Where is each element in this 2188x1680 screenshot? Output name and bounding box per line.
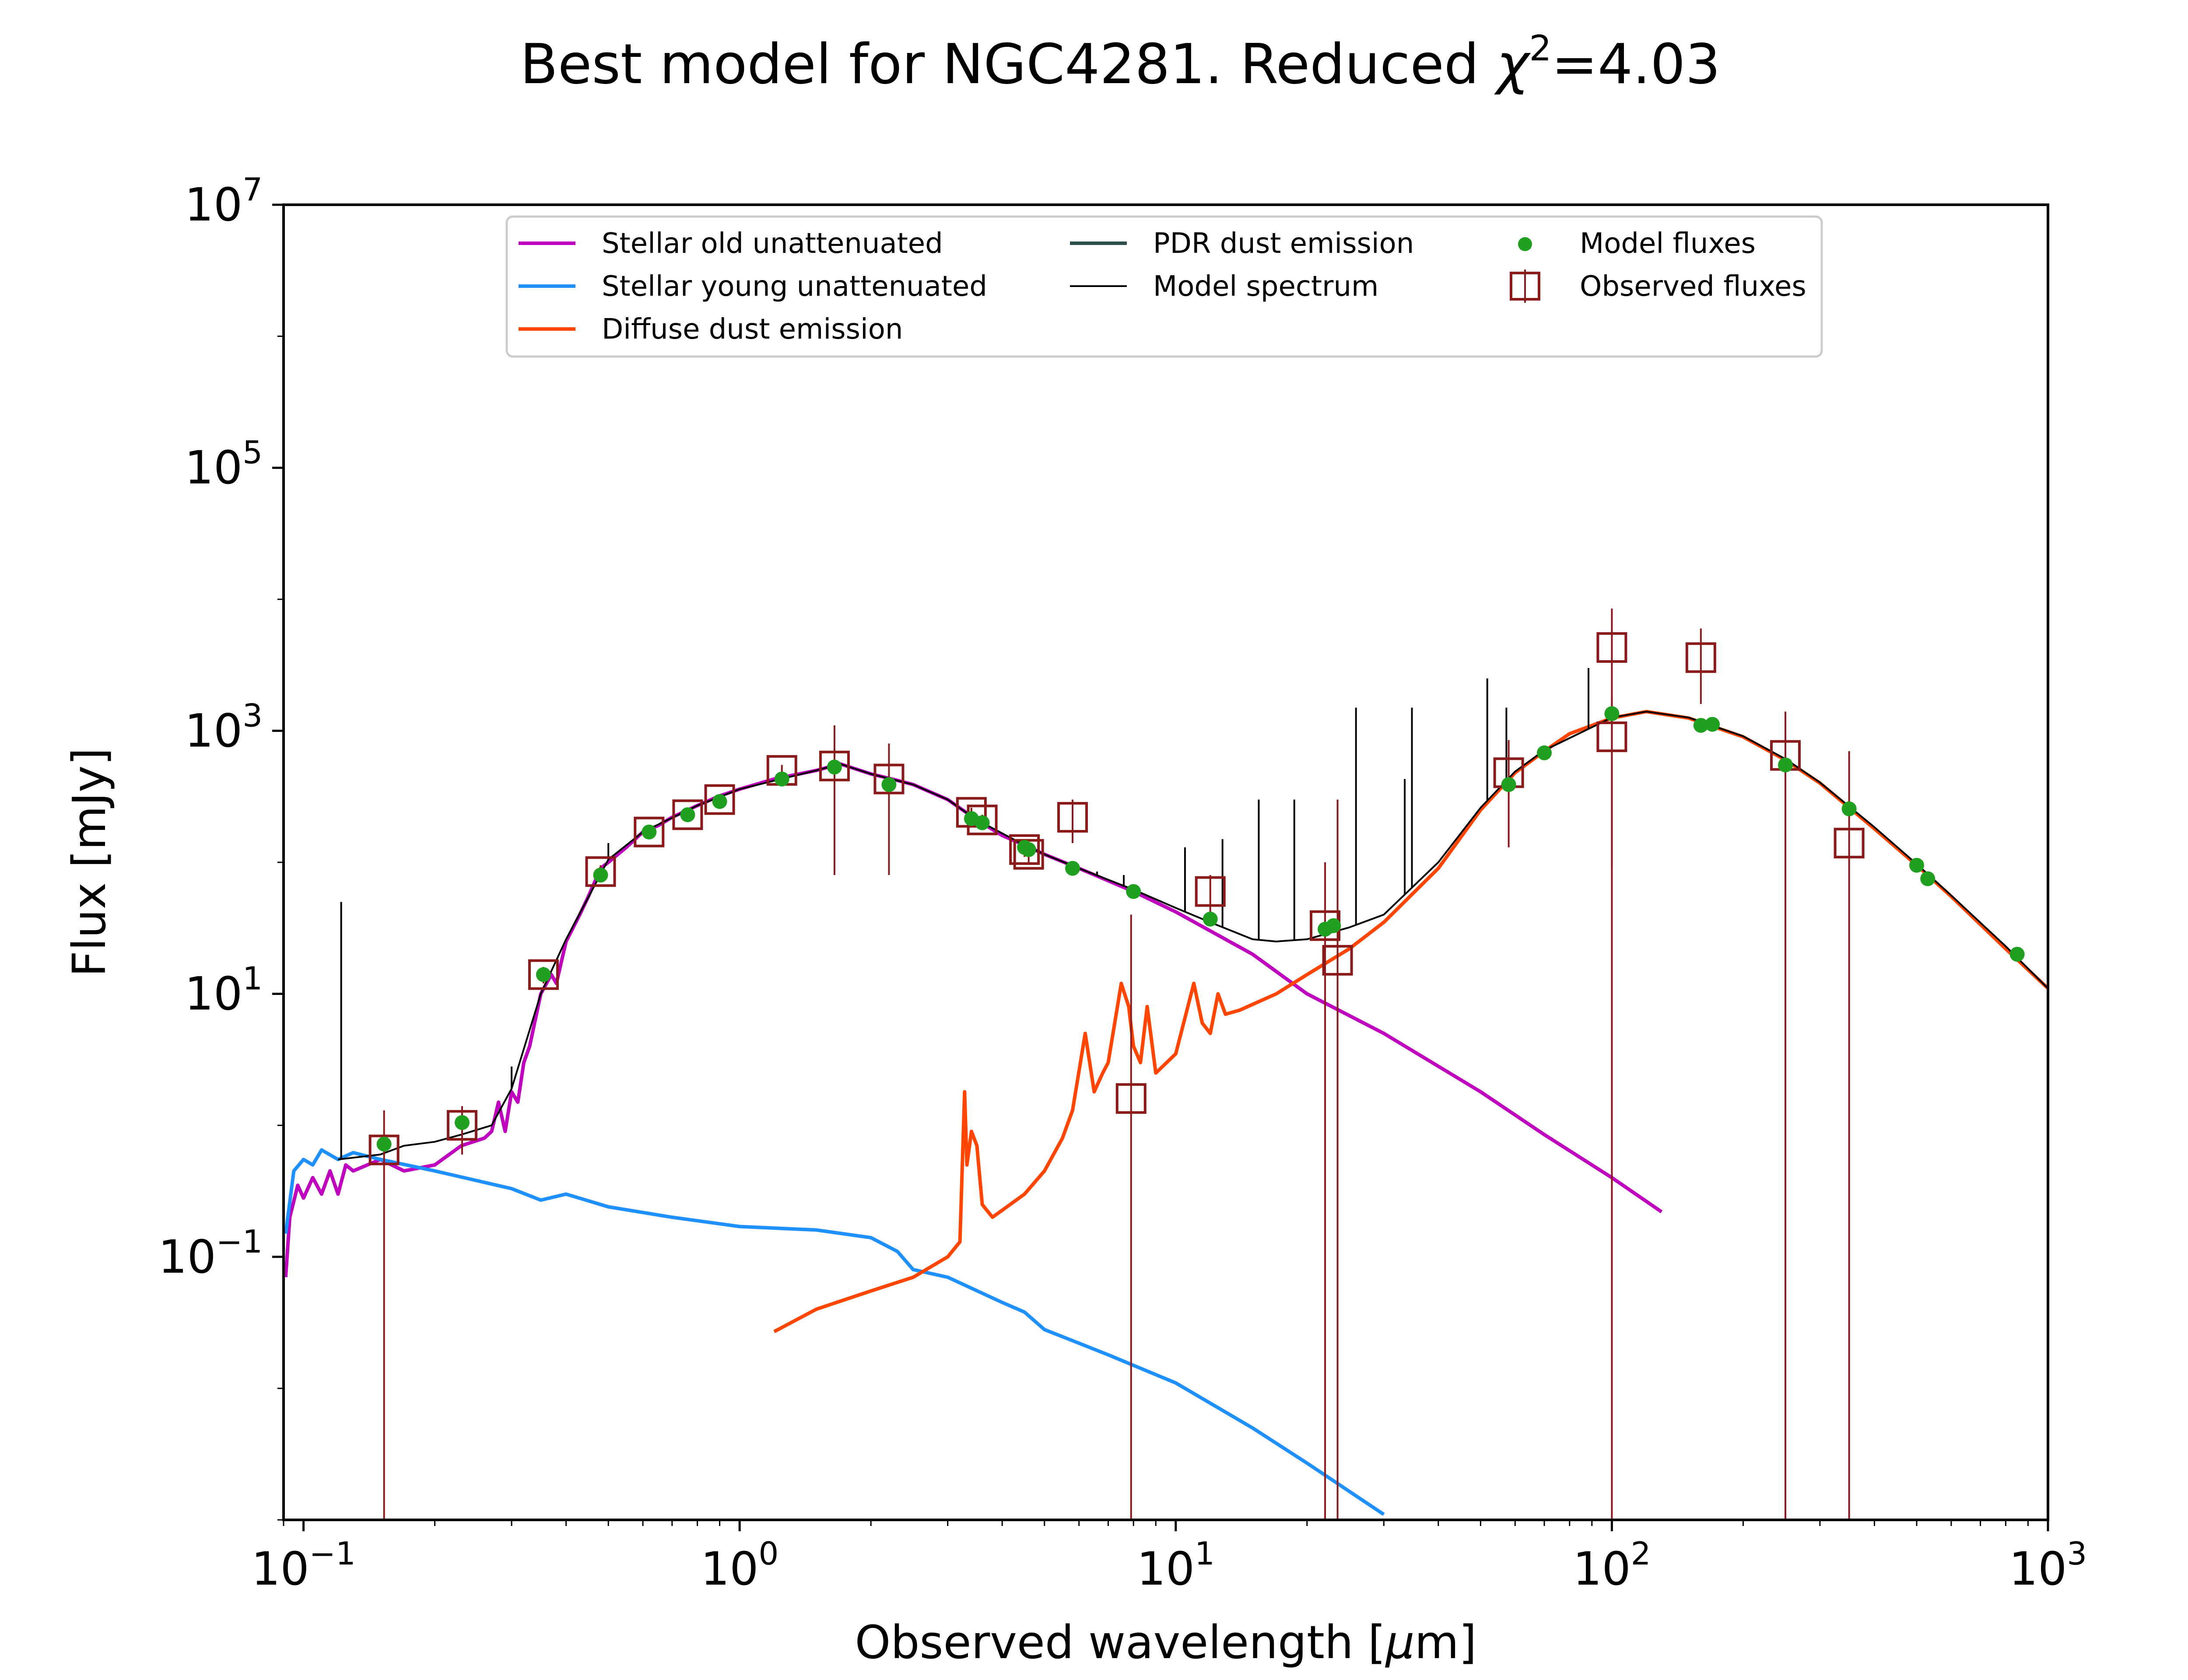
observed-flux-marker (1057, 802, 1088, 833)
model-flux-point (1021, 842, 1036, 857)
legend-item: Model spectrum (1070, 270, 1378, 303)
observed-flux-marker (1685, 642, 1716, 673)
model-flux-point (1909, 858, 1924, 873)
model-flux-point (536, 967, 551, 982)
legend-item: Stellar old unattenuated (519, 228, 943, 260)
model-flux-point (1501, 777, 1516, 792)
observed-flux-marker (1195, 876, 1226, 907)
legend-item: Diffuse dust emission (519, 313, 903, 346)
model-flux-point (975, 815, 990, 830)
model-fluxes (376, 706, 2025, 1152)
model-flux-point (376, 1137, 392, 1152)
legend-item: Model fluxes (1518, 228, 1756, 260)
observed-flux-marker (819, 750, 850, 781)
legend-label: Stellar old unattenuated (602, 228, 943, 260)
x-tick-label: 10−1 (251, 1535, 355, 1596)
observed-flux-marker (528, 959, 559, 990)
observed-flux-marker (634, 816, 665, 847)
chart-title: Best model for NGC4281. Reduced χ2=4.03 (520, 28, 1720, 96)
x-tick-label: 103 (2009, 1535, 2087, 1596)
observed-flux-marker (1322, 945, 1353, 976)
observed-flux-marker (672, 799, 703, 830)
observed-flux-marker (585, 856, 616, 887)
model-flux-point (1604, 706, 1620, 721)
legend-label: Model spectrum (1153, 270, 1378, 303)
x-tick-label: 101 (1137, 1535, 1215, 1596)
legend-label: PDR dust emission (1153, 228, 1414, 260)
x-axis-label: Observed wavelength [μm] (855, 1616, 1477, 1669)
chart-title-chi: χ (1494, 32, 1531, 96)
x-axis-ticks: 10−1 100 101 102 103 (251, 1520, 2087, 1596)
series-line-1 (284, 1148, 1385, 1516)
legend-label: Model fluxes (1580, 228, 1756, 260)
x-tick-label: 100 (701, 1535, 778, 1596)
legend-swatch (1518, 237, 1532, 251)
model-flux-point (593, 868, 608, 883)
model-flux-point (827, 760, 842, 775)
model-flux-point (881, 777, 897, 792)
model-flux-point (1920, 871, 1936, 886)
legend: Stellar old unattenuated Stellar young un… (505, 215, 1823, 358)
y-axis-label: Flux [mJy] (63, 748, 116, 977)
y-tick-label: 107 (185, 171, 263, 231)
model-flux-point (774, 771, 789, 787)
legend-item: Observed fluxes (1510, 270, 1806, 303)
chart-title-chi-sup: 2 (1529, 28, 1552, 69)
observed-flux-marker (956, 797, 987, 828)
observed-errorbars (383, 609, 1850, 1520)
model-flux-point (1693, 718, 1708, 733)
model-flux-point (642, 824, 657, 840)
y-tick-label: 10−1 (158, 1223, 263, 1284)
model-flux-point (1326, 918, 1341, 933)
observed-flux-marker (1013, 839, 1044, 870)
legend-item: PDR dust emission (1070, 228, 1414, 260)
series-line-4 (338, 710, 2048, 1161)
observed-flux-marker (1596, 632, 1627, 663)
observed-flux-marker (1115, 1083, 1147, 1114)
observed-flux-marker (368, 1134, 400, 1166)
model-flux-point (454, 1115, 470, 1130)
legend-box (505, 215, 1823, 358)
x-tick-label: 102 (1573, 1535, 1651, 1596)
observed-flux-marker (1596, 721, 1627, 752)
model-flux-point (2009, 947, 2025, 962)
model-flux-point (1065, 861, 1080, 876)
observed-flux-marker (873, 763, 905, 794)
model-flux-point (1126, 884, 1141, 899)
model-flux-point (1778, 757, 1793, 773)
chart-title-main: Best model for NGC4281. Reduced (520, 32, 1496, 96)
legend-label: Observed fluxes (1580, 270, 1806, 303)
model-flux-point (680, 807, 695, 822)
model-flux-point (712, 794, 727, 809)
model-flux-point (1841, 801, 1857, 816)
observed-flux-marker (1009, 834, 1040, 865)
y-tick-label: 103 (185, 697, 263, 757)
y-axis-ticks: 10−1 101 103 105 107 (158, 171, 284, 1521)
legend-swatch (1510, 272, 1540, 301)
series-layer (284, 668, 2048, 1516)
chart-title-rest: =4.03 (1551, 32, 1720, 96)
observed-flux-marker (446, 1110, 477, 1141)
svg-text:Best model for NGC4281. Reduce: Best model for NGC4281. Reduced χ2=4.03 (520, 28, 1720, 96)
legend-label: Stellar young unattenuated (602, 270, 987, 303)
observed-fluxes (368, 632, 1865, 1166)
y-tick-label: 101 (185, 960, 263, 1021)
model-flux-point (1203, 911, 1218, 927)
observed-flux-marker (1834, 828, 1865, 859)
model-flux-point (1537, 745, 1552, 760)
y-tick-label: 105 (185, 434, 263, 494)
plot-frame (282, 203, 2049, 1521)
legend-item: Stellar young unattenuated (519, 270, 987, 303)
model-flux-point (1705, 717, 1720, 732)
observed-flux-marker (704, 784, 735, 815)
legend-label: Diffuse dust emission (602, 313, 903, 346)
